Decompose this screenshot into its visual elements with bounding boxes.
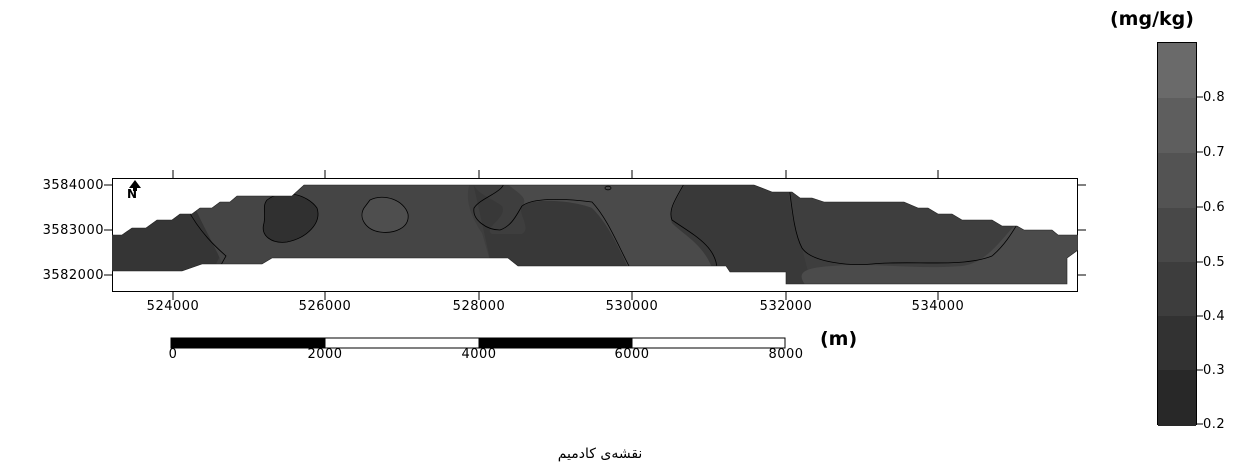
x-tick-label: 534000 [911, 299, 965, 314]
map-frame: N [112, 178, 1078, 292]
scale-bar-tick: 6000 [614, 347, 650, 362]
x-tick-label: 526000 [298, 299, 352, 314]
contour-line [186, 207, 227, 273]
scale-bar-tick: 2000 [307, 347, 343, 362]
legend-tick-label: 0.4 [1203, 309, 1226, 324]
legend-tick-label: 0.8 [1203, 90, 1226, 105]
legend-tick-label: 0.2 [1203, 417, 1226, 432]
contour-line [473, 185, 631, 269]
scale-bar-graphic [170, 337, 786, 349]
zone-central [472, 185, 630, 268]
legend-tick-label: 0.3 [1203, 363, 1226, 378]
legend-band [1158, 43, 1196, 98]
x-tick-label: 532000 [759, 299, 813, 314]
legend-band [1158, 153, 1196, 208]
contour-line [787, 185, 1019, 265]
zone-blob-light [361, 196, 409, 233]
legend-tick-label: 0.5 [1203, 255, 1226, 270]
zone-blob-dark [262, 193, 319, 243]
contour-spot [604, 185, 612, 191]
legend-band [1158, 262, 1196, 316]
legend-color-bar [1157, 42, 1197, 426]
scale-bar-tick: 4000 [461, 347, 497, 362]
y-tick-label: 3582000 [42, 268, 104, 283]
zone-east [671, 185, 812, 284]
y-tick-label: 3583000 [42, 223, 104, 238]
legend-tick-marks [1197, 96, 1203, 425]
legend-band [1158, 316, 1196, 370]
study-area-outline [112, 184, 1078, 285]
legend-band [1158, 370, 1196, 426]
map-caption: نقشه‌ی کادمیم [557, 446, 643, 462]
legend-tick-label: 0.7 [1203, 145, 1226, 160]
legend-tick-label: 0.6 [1203, 200, 1226, 215]
legend-unit: (mg/kg) [1110, 8, 1194, 30]
scale-bar-unit: (m) [820, 328, 858, 350]
map-svg: N [112, 178, 1078, 292]
legend-band [1158, 98, 1196, 153]
y-tick-label: 3584000 [42, 178, 104, 193]
zone-east-central [502, 185, 717, 272]
scale-bar-tick: 8000 [768, 347, 804, 362]
x-tick-label: 528000 [452, 299, 506, 314]
legend-band [1158, 208, 1196, 262]
x-tick-label: 530000 [605, 299, 659, 314]
zone-central-west [184, 185, 492, 268]
x-tick-label: 524000 [146, 299, 200, 314]
north-arrow-icon: N [127, 180, 141, 201]
scale-bar-tick: 0 [168, 347, 178, 362]
contour-line [670, 185, 718, 271]
svg-text:N: N [127, 187, 137, 201]
